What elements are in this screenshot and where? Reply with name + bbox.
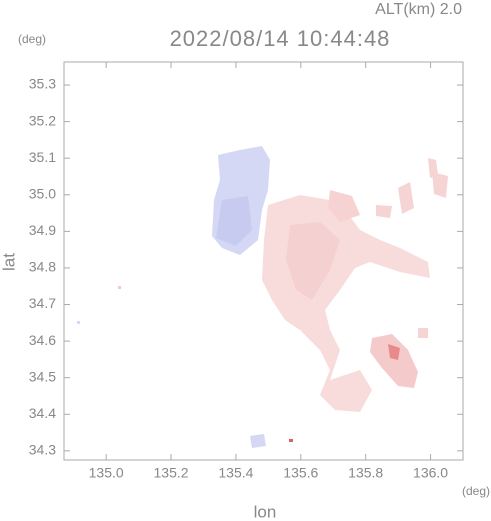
x-axis-label: lon [254, 502, 277, 521]
echo-positive [328, 190, 360, 222]
y-tick-label: 35.3 [29, 76, 56, 92]
echo-negative [216, 196, 252, 246]
echo-positive [398, 182, 414, 214]
y-tick-label: 34.7 [29, 295, 56, 311]
echo-positive [376, 205, 392, 218]
echo-positive [118, 286, 121, 289]
echo-positive [370, 334, 418, 388]
y-tick-label: 34.8 [29, 259, 56, 275]
echo-positive [388, 344, 400, 360]
y-tick-label: 35.1 [29, 149, 56, 165]
y-tick-label: 35.2 [29, 112, 56, 128]
echo-positive [289, 439, 293, 442]
echo-positive [432, 172, 448, 198]
x-tick-label: 135.8 [348, 465, 383, 481]
x-tick-label: 135.2 [154, 465, 189, 481]
chart-title: 2022/08/14 10:44:48 [170, 26, 391, 51]
x-tick-label: 136.0 [413, 465, 448, 481]
y-tick-label: 34.6 [29, 332, 56, 348]
y-tick-label: 34.3 [29, 442, 56, 458]
y-axis-label: lat [0, 253, 18, 271]
x-tick-label: 135.4 [218, 465, 253, 481]
echo-positive [418, 328, 428, 338]
y-unit: (deg) [18, 32, 46, 46]
echo-negative [250, 434, 266, 448]
x-tick-label: 135.0 [89, 465, 124, 481]
subtitle: ALT(km) 2.0 [375, 1, 462, 18]
x-tick-label: 135.6 [283, 465, 318, 481]
y-tick-label: 34.4 [29, 405, 56, 421]
y-tick-label: 34.5 [29, 368, 56, 384]
echo-negative [77, 321, 80, 324]
x-unit: (deg) [462, 484, 490, 498]
radar-echoes [77, 146, 448, 448]
plot-frame [63, 61, 464, 461]
y-tick-label: 35.0 [29, 185, 56, 201]
y-tick-label: 34.9 [29, 222, 56, 238]
echo-positive [286, 222, 340, 300]
